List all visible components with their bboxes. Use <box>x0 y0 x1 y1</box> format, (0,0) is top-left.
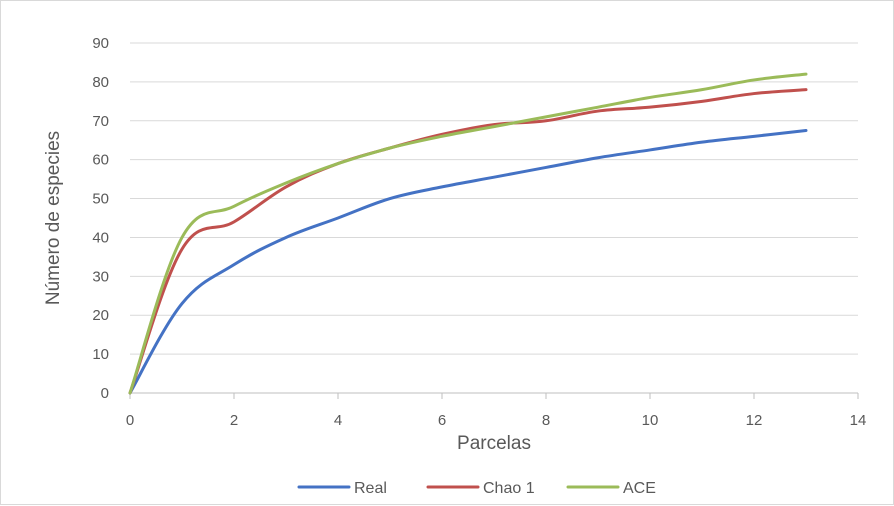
y-tick-label: 50 <box>92 191 109 208</box>
x-tick-label: 8 <box>542 412 550 429</box>
y-tick-label: 40 <box>92 229 109 246</box>
y-tick-label: 90 <box>92 35 109 52</box>
x-tick-label: 2 <box>230 412 238 429</box>
legend-item-ace: ACE <box>566 480 656 497</box>
tick-layer: 0 10 20 30 40 50 60 70 80 90 0 2 4 6 8 10 12 14 <box>92 35 866 429</box>
x-axis-title: Parcelas <box>457 433 531 454</box>
y-tick-label: 70 <box>92 113 109 130</box>
axis-layer <box>129 392 859 399</box>
legend-label: Real <box>354 480 387 497</box>
series-line-ace <box>128 72 808 395</box>
y-tick-label: 10 <box>92 346 109 363</box>
y-axis-title: Número de especies <box>43 131 64 305</box>
legend-label: Chao 1 <box>483 480 535 497</box>
y-tick-label: 0 <box>101 385 109 402</box>
y-tick-label: 30 <box>92 268 109 285</box>
y-tick-label: 60 <box>92 152 109 169</box>
legend-label: ACE <box>623 480 656 497</box>
series-line-chao-1 <box>128 88 808 395</box>
legend: Real Chao 1 ACE <box>297 480 656 497</box>
x-tick-label: 6 <box>438 412 446 429</box>
x-tick-label: 14 <box>850 412 867 429</box>
grid-layer <box>130 42 858 355</box>
x-tick-label: 4 <box>334 412 342 429</box>
x-tick-label: 10 <box>642 412 659 429</box>
y-tick-label: 80 <box>92 74 109 91</box>
legend-item-real: Real <box>297 480 387 497</box>
x-tick-label: 0 <box>126 412 134 429</box>
series-line-real <box>128 129 808 395</box>
series-layer <box>128 72 808 395</box>
legend-item-chao-1: Chao 1 <box>426 480 535 497</box>
x-tick-label: 12 <box>746 412 763 429</box>
y-tick-label: 20 <box>92 307 109 324</box>
